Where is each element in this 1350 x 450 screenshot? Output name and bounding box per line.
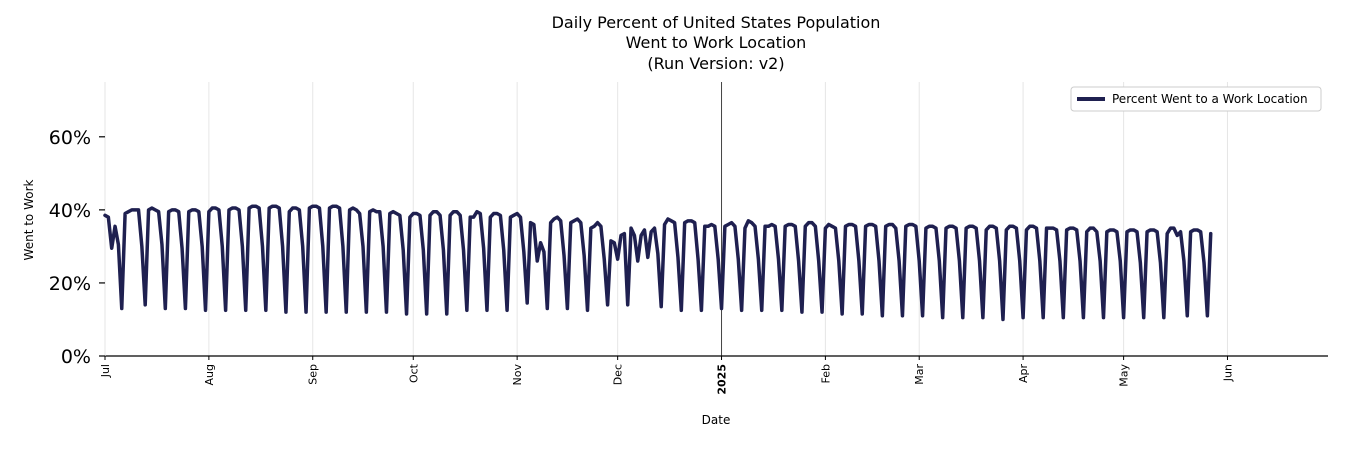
x-axis-label: Date xyxy=(702,413,731,427)
legend-frame xyxy=(1070,86,1322,112)
legend-label: Percent Went to a Work Location xyxy=(1112,92,1308,106)
series-line-0 xyxy=(103,204,1213,322)
x-tick-label-10: May xyxy=(1118,364,1131,387)
x-tick-label-2: Sep xyxy=(307,364,320,385)
chart-title-line-1: Daily Percent of United States Populatio… xyxy=(552,13,881,32)
series-layer xyxy=(103,204,1213,322)
x-tick-label-4: Nov xyxy=(511,364,524,386)
x-tick-label-1: Aug xyxy=(203,364,216,385)
y-tick-label-0: 0% xyxy=(61,346,91,368)
x-tick-label-9: Apr xyxy=(1017,364,1030,384)
x-tick-label-7: Feb xyxy=(819,364,832,383)
x-tick-label-3: Oct xyxy=(407,363,420,383)
chart-title: Daily Percent of United States Populatio… xyxy=(552,13,881,73)
x-axis-ticks: Jul Aug Sep Oct Nov Dec 2025 Feb Mar Apr May Jun xyxy=(99,356,1234,395)
y-tick-label-2: 40% xyxy=(49,200,91,222)
y-axis-label: Went to Work xyxy=(22,179,36,260)
y-tick-label-3: 60% xyxy=(49,127,91,149)
legend: Percent Went to a Work Location xyxy=(1070,86,1322,112)
x-tick-label-6: 2025 xyxy=(716,364,729,395)
x-tick-label-8: Mar xyxy=(913,364,926,385)
x-tick-label-0: Jul xyxy=(99,364,112,378)
chart-title-line-3: (Run Version: v2) xyxy=(647,54,784,73)
x-tick-label-11: Jun xyxy=(1221,364,1234,382)
axes xyxy=(104,82,1328,357)
y-axis-ticks: 0% 20% 40% 60% xyxy=(49,127,105,368)
chart-title-line-2: Went to Work Location xyxy=(626,33,807,52)
y-tick-label-1: 20% xyxy=(49,273,91,295)
x-tick-label-5: Dec xyxy=(612,364,625,385)
